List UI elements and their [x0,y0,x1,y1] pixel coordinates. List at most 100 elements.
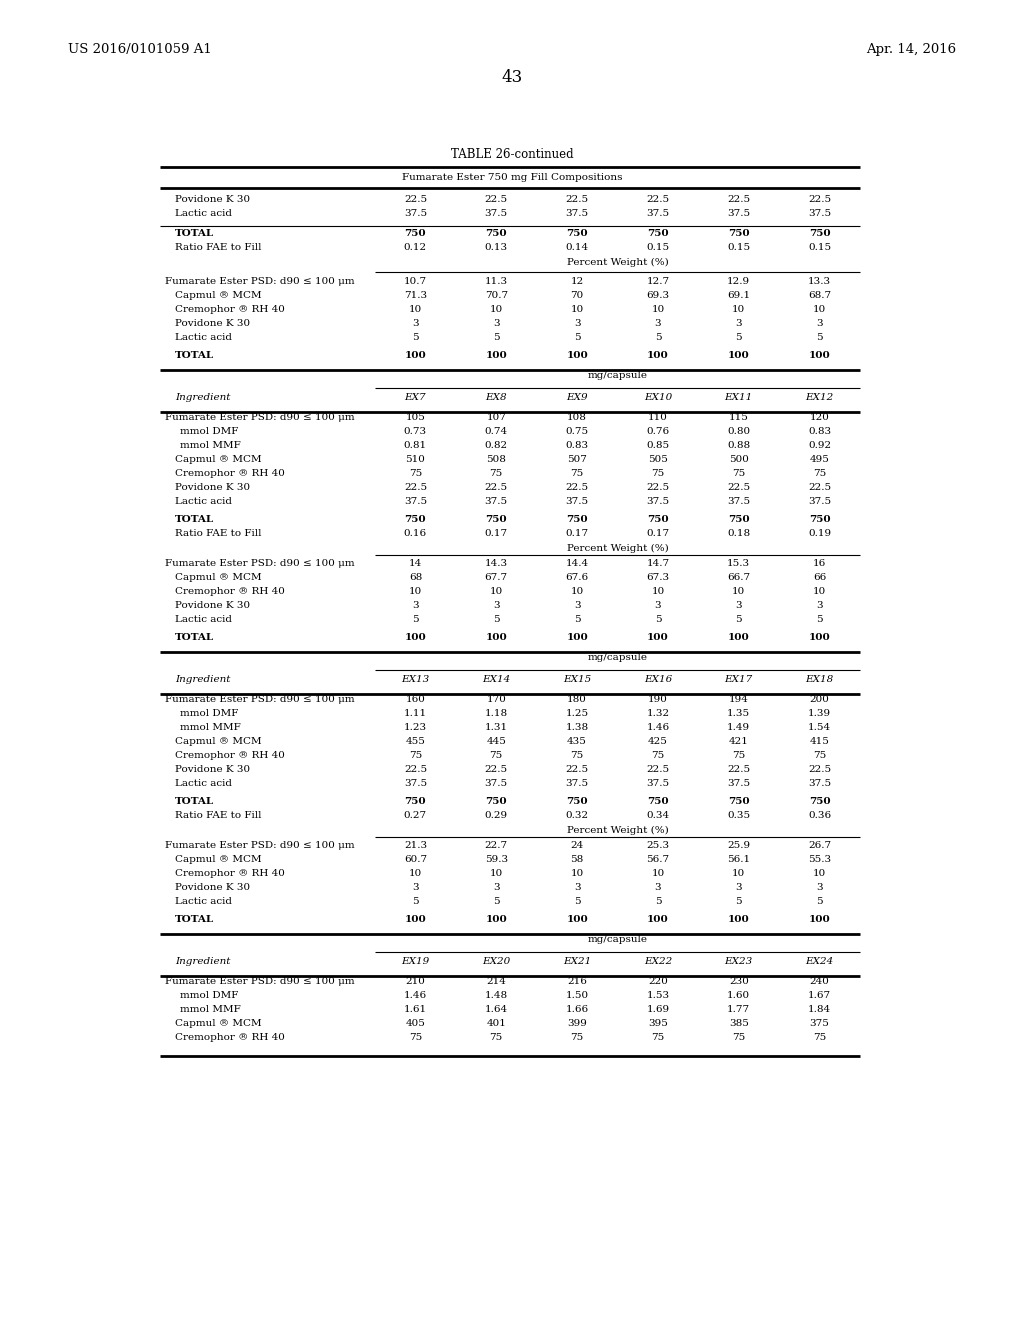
Text: 100: 100 [404,916,426,924]
Text: 100: 100 [728,634,750,643]
Text: 10: 10 [813,870,826,879]
Text: Povidone K 30: Povidone K 30 [175,319,250,329]
Text: 750: 750 [728,797,750,807]
Text: 67.6: 67.6 [565,573,589,582]
Text: 495: 495 [810,455,829,465]
Text: 1.11: 1.11 [403,710,427,718]
Text: 3: 3 [735,319,742,329]
Text: 0.32: 0.32 [565,812,589,821]
Text: Cremophor ® RH 40: Cremophor ® RH 40 [175,751,285,760]
Text: 750: 750 [647,516,669,524]
Text: 3: 3 [816,883,823,892]
Text: 0.88: 0.88 [727,441,751,450]
Text: Povidone K 30: Povidone K 30 [175,195,250,205]
Text: Apr. 14, 2016: Apr. 14, 2016 [866,44,956,57]
Text: mg/capsule: mg/capsule [588,371,647,380]
Text: 415: 415 [810,738,829,747]
Text: Lactic acid: Lactic acid [175,780,232,788]
Text: 75: 75 [409,1034,422,1043]
Text: 500: 500 [729,455,749,465]
Text: 5: 5 [412,898,419,907]
Text: 10: 10 [732,305,745,314]
Text: 1.53: 1.53 [646,991,670,1001]
Text: 3: 3 [816,319,823,329]
Text: 0.17: 0.17 [646,529,670,539]
Text: TOTAL: TOTAL [175,516,214,524]
Text: Fumarate Ester PSD: d90 ≤ 100 μm: Fumarate Ester PSD: d90 ≤ 100 μm [165,842,354,850]
Text: 100: 100 [809,351,830,360]
Text: 0.82: 0.82 [484,441,508,450]
Text: 405: 405 [406,1019,425,1028]
Text: Cremophor ® RH 40: Cremophor ® RH 40 [175,1034,285,1043]
Text: 26.7: 26.7 [808,842,831,850]
Text: Povidone K 30: Povidone K 30 [175,883,250,892]
Text: Cremophor ® RH 40: Cremophor ® RH 40 [175,470,285,479]
Text: 10: 10 [489,305,503,314]
Text: 1.84: 1.84 [808,1006,831,1015]
Text: Lactic acid: Lactic acid [175,210,232,219]
Text: 110: 110 [648,413,668,422]
Text: 37.5: 37.5 [484,498,508,507]
Text: 10: 10 [651,870,665,879]
Text: 210: 210 [406,978,425,986]
Text: 75: 75 [409,751,422,760]
Text: 425: 425 [648,738,668,747]
Text: Cremophor ® RH 40: Cremophor ® RH 40 [175,305,285,314]
Text: 399: 399 [567,1019,587,1028]
Text: 69.3: 69.3 [646,292,670,301]
Text: 1.39: 1.39 [808,710,831,718]
Text: 3: 3 [654,319,662,329]
Text: Fumarate Ester PSD: d90 ≤ 100 μm: Fumarate Ester PSD: d90 ≤ 100 μm [165,413,354,422]
Text: 5: 5 [412,334,419,342]
Text: 22.5: 22.5 [646,195,670,205]
Text: 37.5: 37.5 [646,210,670,219]
Text: 750: 750 [566,516,588,524]
Text: 1.54: 1.54 [808,723,831,733]
Text: 180: 180 [567,696,587,705]
Text: EX24: EX24 [806,957,834,966]
Text: 750: 750 [647,230,669,239]
Text: 14.3: 14.3 [484,560,508,569]
Text: 10: 10 [732,870,745,879]
Text: 100: 100 [809,634,830,643]
Text: 0.19: 0.19 [808,529,831,539]
Text: 60.7: 60.7 [403,855,427,865]
Text: 1.18: 1.18 [484,710,508,718]
Text: 75: 75 [489,751,503,760]
Text: 3: 3 [412,319,419,329]
Text: EX16: EX16 [644,676,672,685]
Text: 445: 445 [486,738,506,747]
Text: 0.81: 0.81 [403,441,427,450]
Text: 22.7: 22.7 [484,842,508,850]
Text: 25.3: 25.3 [646,842,670,850]
Text: 37.5: 37.5 [403,780,427,788]
Text: 22.5: 22.5 [484,483,508,492]
Text: 56.7: 56.7 [646,855,670,865]
Text: 385: 385 [729,1019,749,1028]
Text: 3: 3 [493,602,500,610]
Text: 75: 75 [489,470,503,479]
Text: 22.5: 22.5 [727,766,751,775]
Text: 75: 75 [651,751,665,760]
Text: 10: 10 [813,305,826,314]
Text: TOTAL: TOTAL [175,351,214,360]
Text: 0.92: 0.92 [808,441,831,450]
Text: 0.83: 0.83 [808,428,831,437]
Text: 3: 3 [573,883,581,892]
Text: 75: 75 [651,470,665,479]
Text: 750: 750 [485,516,507,524]
Text: EX19: EX19 [401,957,429,966]
Text: 24: 24 [570,842,584,850]
Text: 75: 75 [570,470,584,479]
Text: EX20: EX20 [482,957,510,966]
Text: 70: 70 [570,292,584,301]
Text: EX18: EX18 [806,676,834,685]
Text: 750: 750 [404,230,426,239]
Text: Capmul ® MCM: Capmul ® MCM [175,855,261,865]
Text: 100: 100 [485,351,507,360]
Text: 3: 3 [412,602,419,610]
Text: 100: 100 [485,634,507,643]
Text: 1.69: 1.69 [646,1006,670,1015]
Text: TOTAL: TOTAL [175,916,214,924]
Text: 12: 12 [570,277,584,286]
